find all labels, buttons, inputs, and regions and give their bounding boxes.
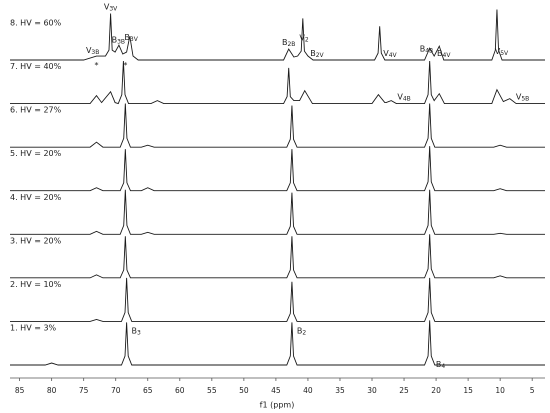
trace-label: 6. HV = 27%	[10, 106, 62, 115]
peak-label: B4	[436, 360, 446, 370]
x-tick-label: 50	[239, 386, 249, 395]
peak-label: V3V	[104, 2, 118, 12]
spectrum	[10, 189, 545, 235]
peak-label: *	[94, 61, 98, 70]
spectrum	[10, 320, 545, 366]
trace-label: 1. HV = 3%	[10, 324, 57, 333]
x-tick-label: 55	[207, 386, 217, 395]
x-axis-label: f1 (ppm)	[260, 401, 295, 410]
x-tick-label: 65	[143, 386, 153, 395]
peak-label: B4B	[420, 44, 433, 54]
spectrum	[10, 9, 545, 61]
x-tick-label: 30	[367, 386, 377, 395]
x-tick-label: 40	[303, 386, 313, 395]
peak-label: V4V	[383, 49, 397, 59]
spectrum	[10, 234, 545, 279]
trace-label: 4. HV = 20%	[10, 193, 62, 202]
x-tick-label: 15	[463, 386, 473, 395]
peak-label: *	[123, 61, 127, 70]
trace-label: 8. HV = 60%	[10, 19, 62, 28]
x-tick-label: 35	[335, 386, 345, 395]
peak-label: B2	[297, 326, 307, 336]
peak-label: V4B	[397, 92, 410, 102]
x-tick-label: 10	[495, 386, 505, 395]
peak-label: B3B	[112, 35, 125, 45]
peak-label: V5B	[516, 92, 529, 102]
spectrum	[10, 146, 545, 192]
x-tick-label: 80	[47, 386, 57, 395]
trace-label: 2. HV = 10%	[10, 280, 62, 289]
trace-label: 7. HV = 40%	[10, 62, 62, 71]
spectrum	[10, 103, 545, 148]
x-tick-label: 70	[111, 386, 121, 395]
peak-label: V3B	[86, 46, 99, 56]
x-tick-label: 25	[399, 386, 409, 395]
peak-label: B3	[132, 326, 142, 336]
peak-label: V2	[299, 33, 308, 43]
trace-label: 3. HV = 20%	[10, 236, 62, 245]
x-tick-label: 60	[175, 386, 185, 395]
x-tick-label: 45	[271, 386, 281, 395]
peak-label: B3V	[124, 33, 138, 43]
trace-label: 5. HV = 20%	[10, 149, 62, 158]
x-tick-label: 5	[530, 386, 535, 395]
spectrum	[10, 60, 545, 105]
peak-label: V5V	[495, 47, 509, 57]
x-tick-label: 75	[79, 386, 89, 395]
peak-label: B2B	[282, 38, 295, 48]
peak-label: B4V	[437, 49, 451, 59]
spectrum	[10, 277, 545, 322]
x-tick-label: 20	[431, 386, 441, 395]
peak-label: B2V	[310, 49, 324, 59]
x-tick-label: 85	[15, 386, 25, 395]
